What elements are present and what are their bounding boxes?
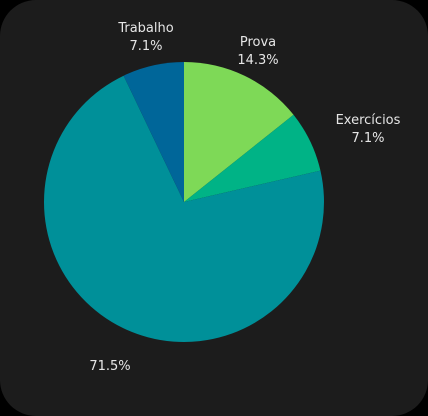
pie-slices (43, 62, 324, 343)
pie-slice-unlabeled (43, 75, 324, 343)
slice-value-label: 7.1% (351, 131, 384, 146)
slice-value-label: 7.1% (129, 39, 162, 54)
slice-name-label: Exercícios (336, 113, 401, 128)
pie-slice-exerc-cios (184, 114, 321, 202)
slice-value-label: 14.3% (237, 53, 278, 68)
slice-name-label: Trabalho (117, 21, 173, 36)
slice-name-label: Prova (240, 35, 276, 50)
pie-labels: Prova 14.3% Exercícios 7.1% 71.5% Trabalho 7.1… (89, 21, 400, 374)
slice-value-label: 71.5% (89, 359, 130, 374)
pie-slice-prova (184, 62, 294, 202)
pie-slice-trabalho (123, 62, 184, 202)
